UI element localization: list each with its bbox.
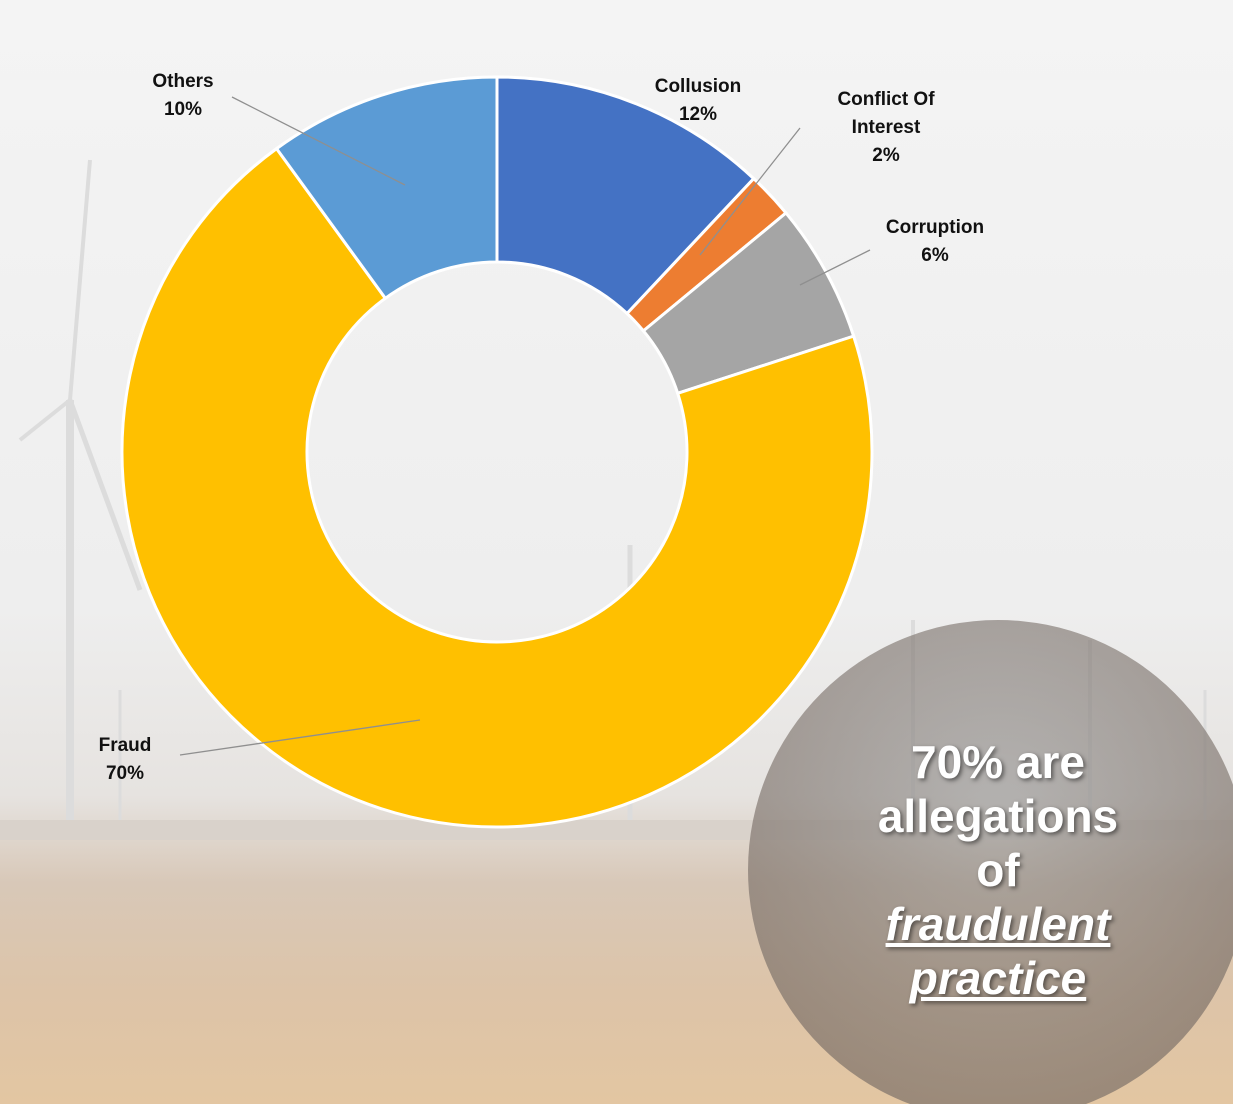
value-label: 70% xyxy=(75,760,175,788)
donut-chart xyxy=(122,77,872,827)
value-label: 12% xyxy=(628,101,768,129)
value-label: 2% xyxy=(811,142,961,170)
category-label: Fraud xyxy=(75,732,175,760)
callout: 70% are allegations of fraudulent practi… xyxy=(748,620,1233,1104)
callout-text: 70% are allegations of xyxy=(863,735,1133,897)
category-label: Corruption xyxy=(865,214,1005,242)
slide: Collusion12% Conflict Of Interest2% Corrup… xyxy=(0,0,1233,1104)
value-label: 6% xyxy=(865,242,1005,270)
category-label: Others xyxy=(133,68,233,96)
value-label: 10% xyxy=(133,96,233,124)
category-label: Conflict Of Interest xyxy=(811,86,961,142)
callout-emphasis: fraudulent practice xyxy=(863,897,1133,1005)
category-label: Collusion xyxy=(628,73,768,101)
